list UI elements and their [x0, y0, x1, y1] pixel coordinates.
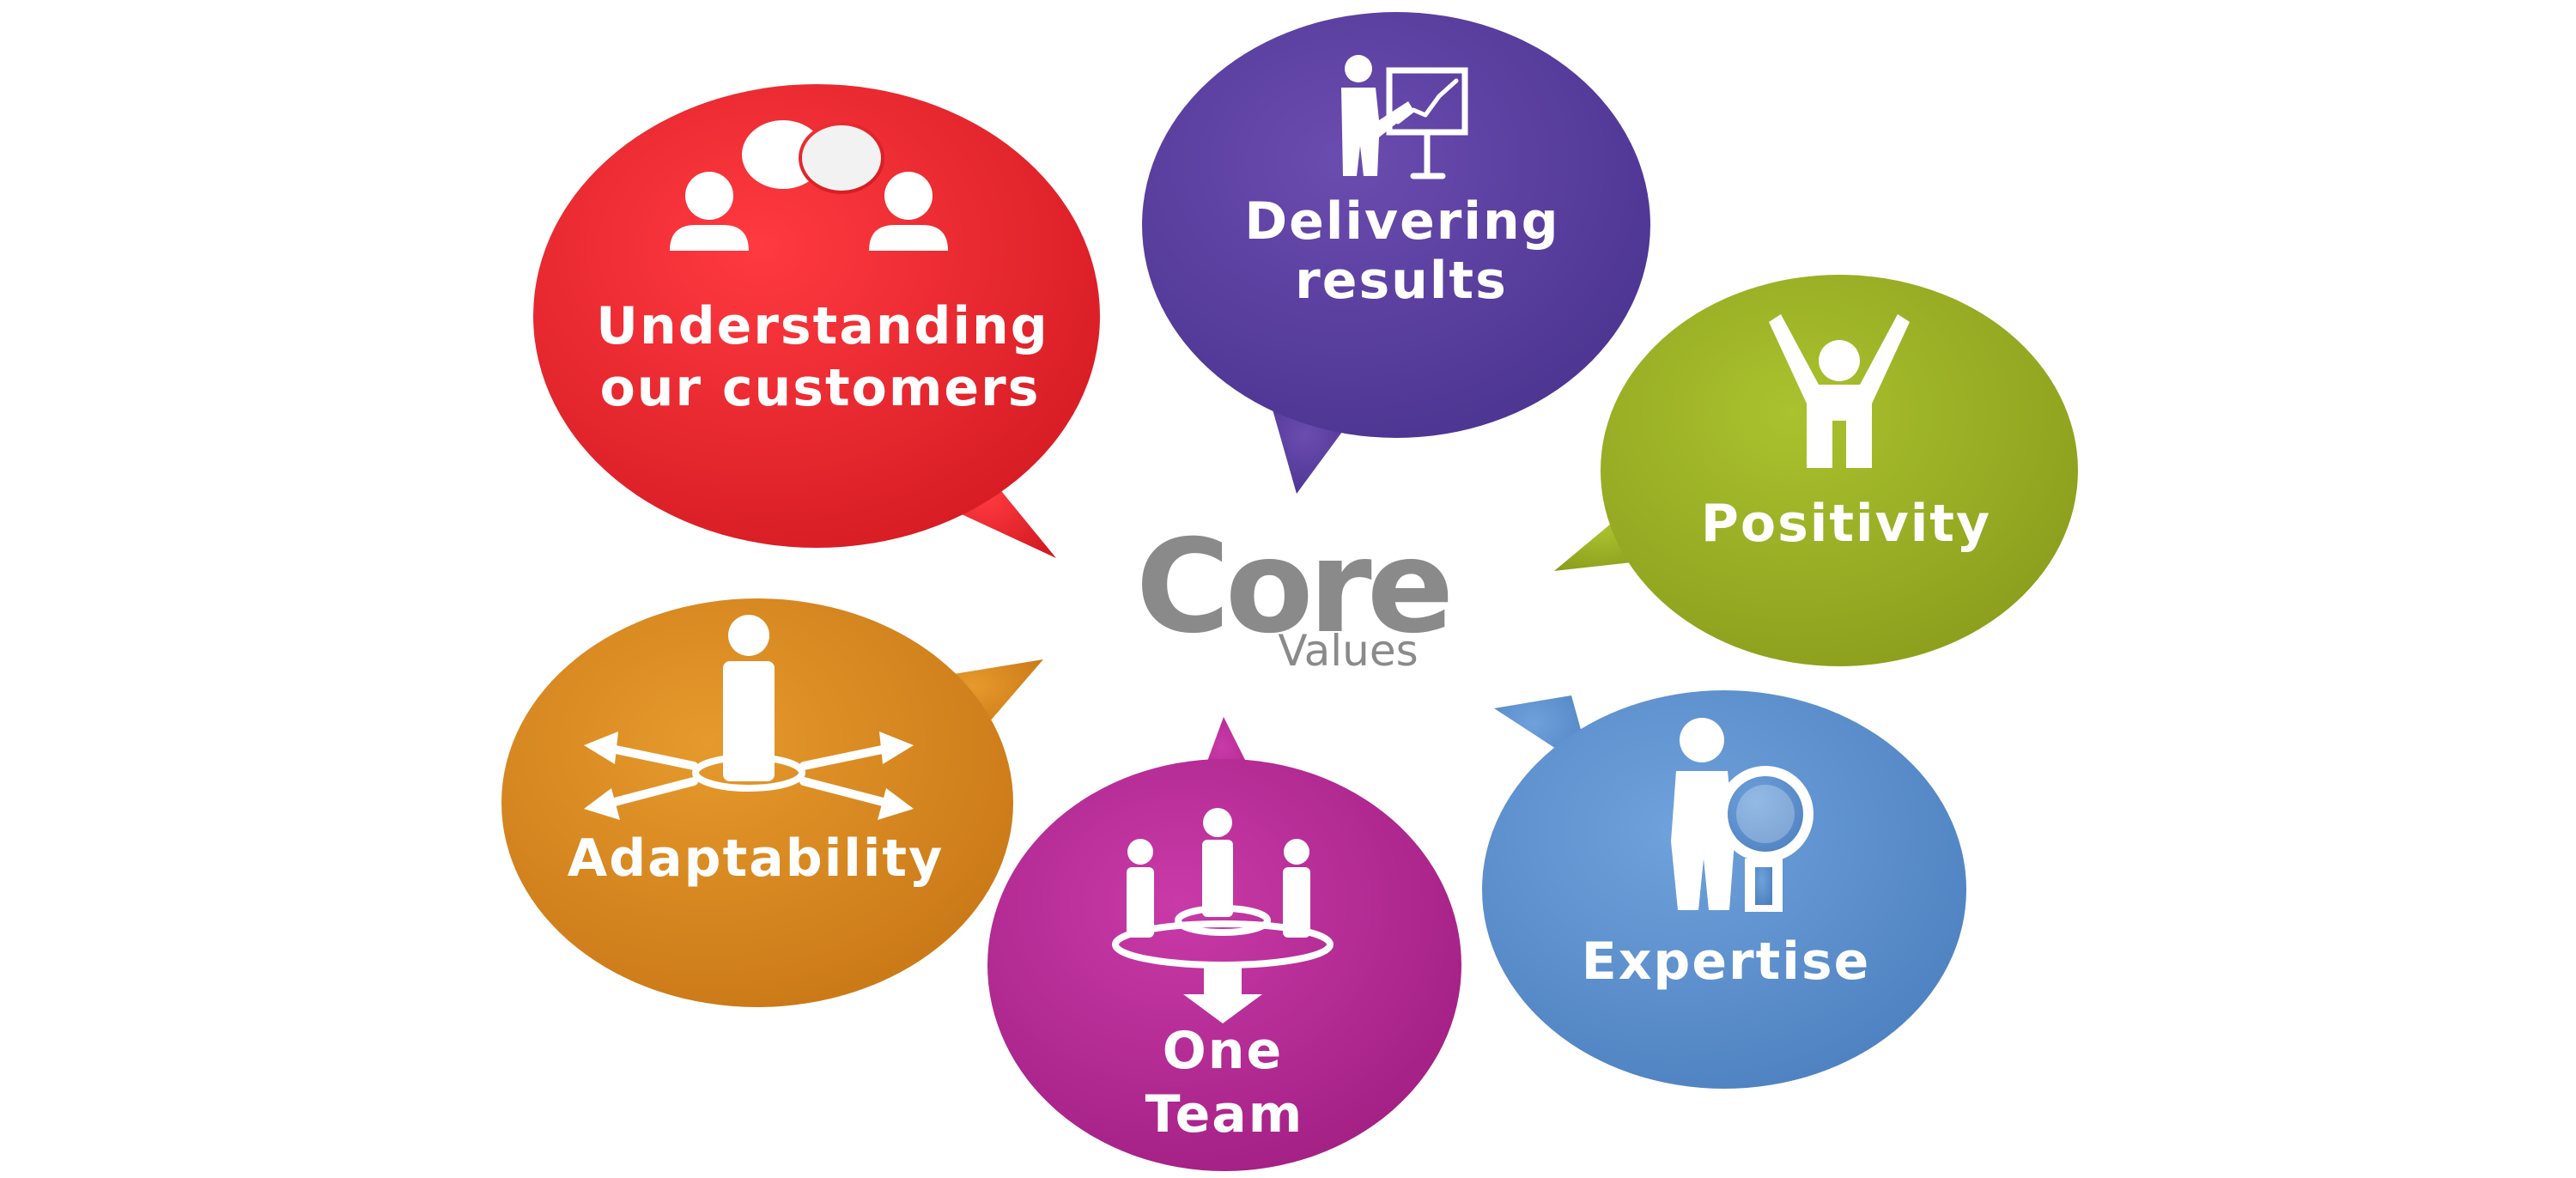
label-understanding-line2: our customers [600, 358, 1041, 418]
label-expertise: Expertise [1582, 932, 1871, 992]
label-delivering-line2: results [1295, 251, 1508, 311]
label-understanding-line1: Understanding [596, 296, 1048, 356]
label-one-team-line2: Team [1145, 1084, 1304, 1145]
presentation-chart-icon [1341, 55, 1468, 179]
team-converge-icon [1112, 808, 1334, 1023]
person-arrows-icon [584, 615, 914, 820]
center-title-group: Core Values [1136, 513, 1455, 676]
bubble-delivering [1142, 12, 1650, 438]
label-positivity: Positivity [1701, 494, 1991, 554]
value-bubble-expertise: Expertise [1482, 690, 1966, 1089]
label-adaptability: Adaptability [568, 829, 944, 889]
value-bubble-delivering: Delivering results [1142, 12, 1650, 494]
value-bubble-understanding: Understanding our customers [533, 84, 1100, 558]
person-magnifier-icon [1671, 718, 1814, 912]
bubble-adaptability [501, 598, 1013, 1007]
label-one-team-line1: One [1163, 1021, 1283, 1081]
value-bubble-adaptability: Adaptability [501, 598, 1043, 1007]
value-bubble-positivity: Positivity [1554, 275, 2078, 666]
label-delivering-line1: Delivering [1244, 191, 1559, 252]
center-subtitle: Values [1278, 626, 1418, 676]
bubble-positivity [1601, 275, 2078, 666]
conversation-icon [670, 120, 948, 251]
center-title: Core [1136, 513, 1449, 662]
person-arms-raised-icon [1769, 314, 1910, 468]
bubble-understanding [533, 84, 1100, 548]
value-bubble-one-team: One Team [987, 717, 1461, 1171]
